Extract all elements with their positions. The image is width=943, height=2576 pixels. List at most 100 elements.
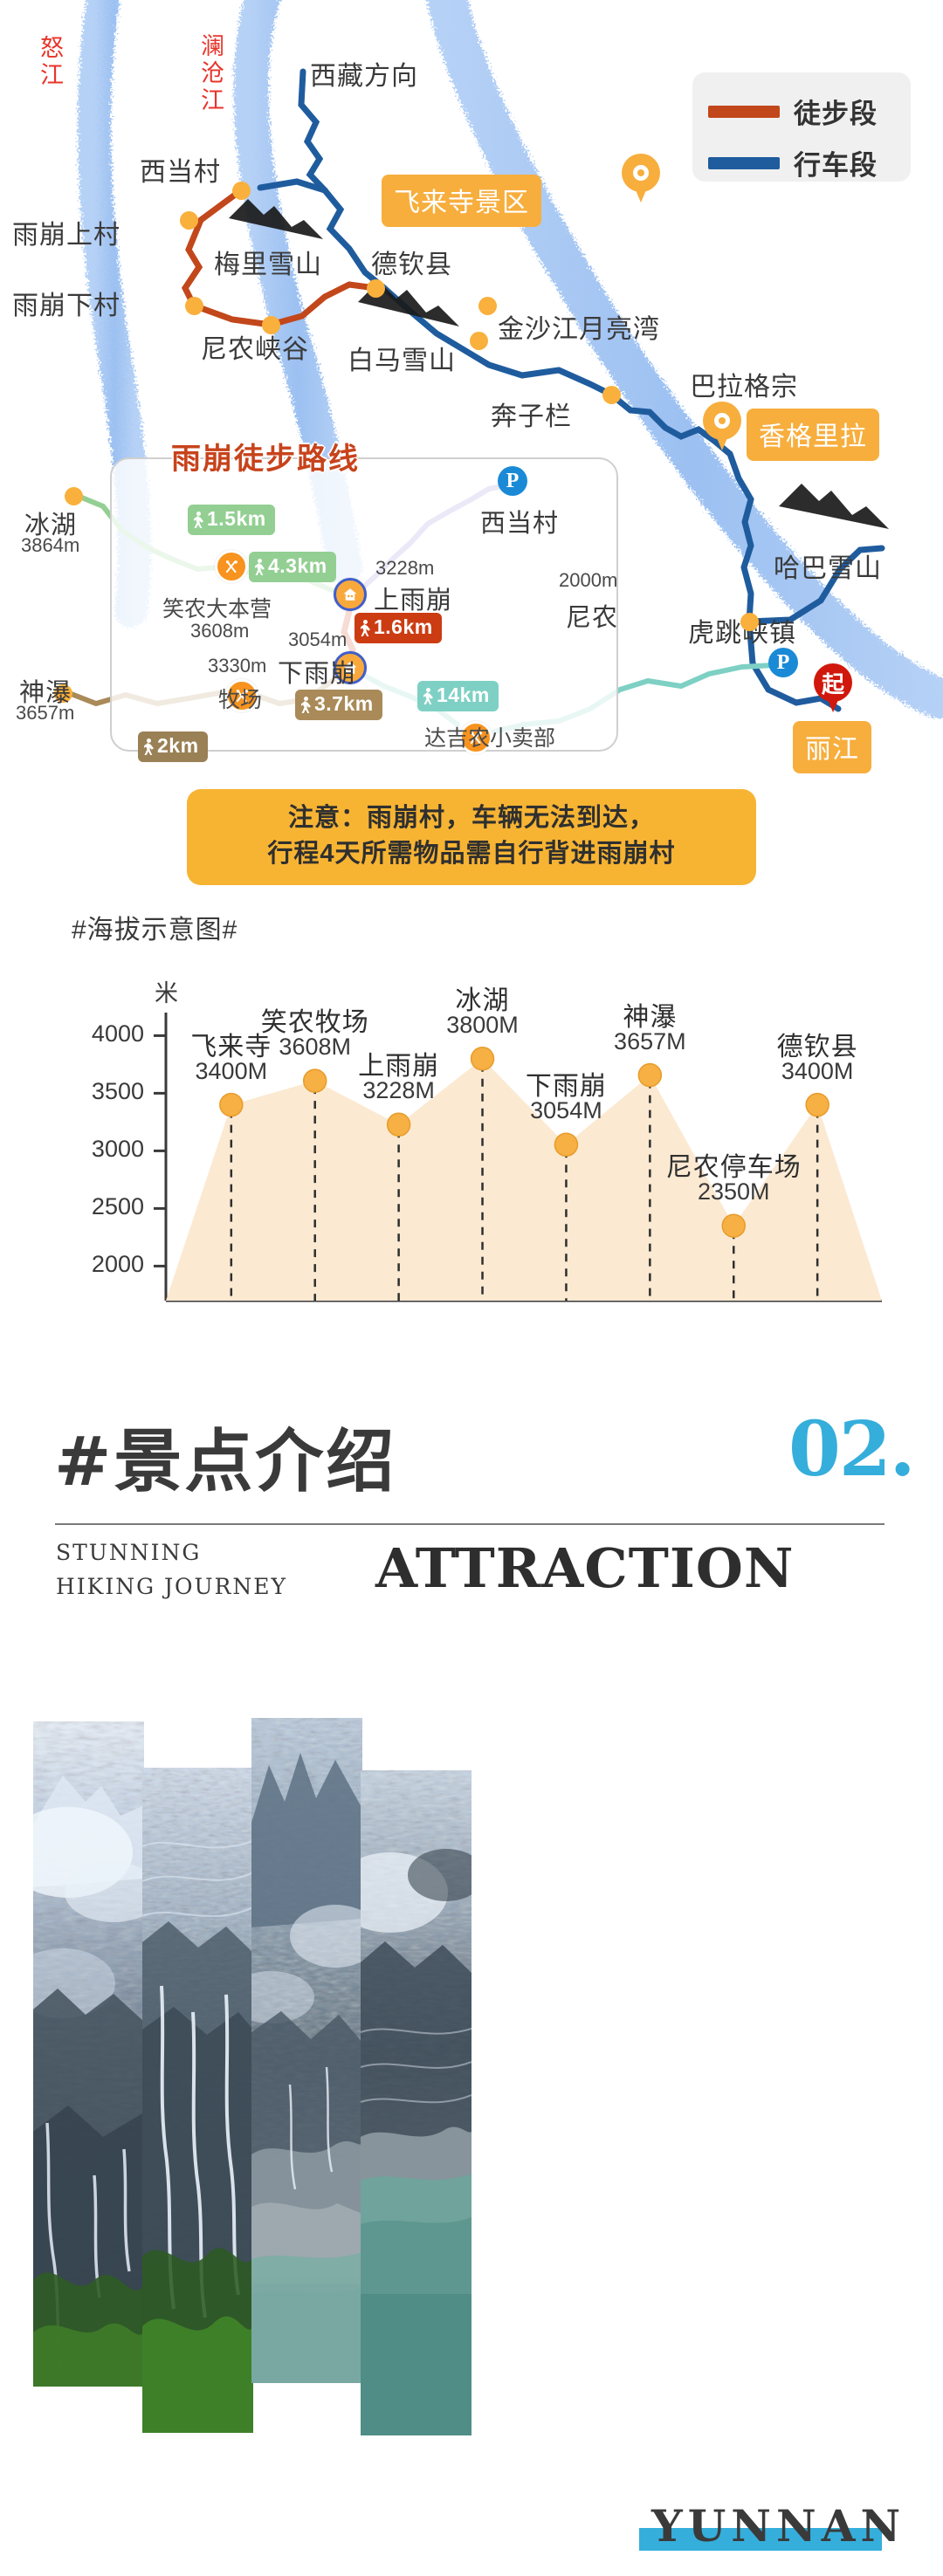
photo-art-4 bbox=[361, 1770, 472, 2435]
route-node bbox=[232, 182, 251, 200]
section-subtitle-line2: HIKING JOURNEY bbox=[56, 1573, 288, 1599]
detail-label-binghu: 冰湖 bbox=[24, 512, 78, 539]
distance-chip: 3.7km bbox=[295, 690, 382, 720]
chart-point-value: 3054M bbox=[530, 1097, 602, 1124]
distance-chip: 4.3km bbox=[249, 552, 336, 582]
parking-marker-ninong: P bbox=[768, 648, 798, 677]
chart-y-tick-label: 2500 bbox=[91, 1193, 144, 1220]
map-label-haba: 哈巴雪山 bbox=[774, 554, 882, 583]
chart-point-value: 3400M bbox=[781, 1057, 854, 1084]
detail-label-ninong: 尼农 bbox=[566, 604, 619, 632]
legend-label-driving: 行车段 bbox=[794, 150, 878, 181]
section-heading: #景点介绍 02. STUNNING HIKING JOURNEY ATTRAC… bbox=[0, 1362, 943, 1676]
route-node bbox=[478, 297, 497, 315]
chart-graphics bbox=[154, 1013, 882, 1302]
photo-riverbank-turquoise bbox=[361, 1770, 472, 2435]
map-label-xidangcun: 西当村 bbox=[140, 158, 221, 187]
chart-point-value: 3228M bbox=[362, 1077, 435, 1104]
route-node bbox=[470, 332, 488, 350]
pill-label-feilaisi: 飞来寺景区 bbox=[382, 175, 541, 227]
detail-label-dajinong: 达吉农小卖部 bbox=[424, 726, 556, 751]
map-label-xizang: 西藏方向 bbox=[310, 62, 418, 91]
fork-knife-icon bbox=[236, 689, 248, 702]
section-number: 02. bbox=[788, 1405, 916, 1494]
restaurant-node-muchang bbox=[225, 679, 258, 712]
legend-row-hiking: 徒步段 bbox=[708, 92, 911, 131]
distance-chip: 14km bbox=[417, 681, 499, 711]
chart-y-tick-label: 2000 bbox=[91, 1251, 144, 1278]
map-label-jinshajiang: 金沙江月亮湾 bbox=[498, 315, 660, 344]
route-node bbox=[262, 316, 280, 334]
detail-elev-binghu: 3864m bbox=[21, 534, 80, 556]
chart-point-value: 3657M bbox=[614, 1027, 686, 1054]
chart-title: #海拔示意图# bbox=[72, 916, 238, 945]
detail-elev-shangyubeng: 3228m bbox=[375, 557, 435, 579]
detail-node-binghu bbox=[65, 487, 83, 505]
chart-y-tick-label: 3500 bbox=[91, 1078, 144, 1105]
distance-chip: 1.6km bbox=[354, 613, 442, 643]
section-title-en: ATTRACTION bbox=[375, 1536, 795, 1600]
map-label-benzilan: 奔子栏 bbox=[491, 402, 572, 431]
hiker-icon bbox=[254, 559, 265, 575]
map-label-yubeng-lower: 雨崩下村 bbox=[12, 292, 120, 320]
detail-label-xiaonong: 笑农大本营 bbox=[162, 597, 272, 622]
chart-point-value: 2350M bbox=[697, 1178, 770, 1206]
map-label-deqin: 德钦县 bbox=[371, 251, 452, 279]
start-pin-glyph: 起 bbox=[821, 671, 844, 697]
chart-point-name: 尼农停车场 bbox=[665, 1153, 802, 1183]
notice-line-1: 注意：雨崩村，车辆无法到达， bbox=[287, 804, 655, 832]
pill-label-shangrila: 香格里拉 bbox=[747, 409, 879, 461]
detail-elev-shenpu: 3657m bbox=[16, 702, 75, 724]
hiking-route-line bbox=[181, 187, 379, 328]
detail-label-shenpu: 神瀑 bbox=[19, 679, 72, 707]
house-icon bbox=[343, 662, 357, 674]
detail-elev-ninong: 2000m bbox=[559, 569, 618, 591]
location-pin-feilaisi bbox=[622, 154, 660, 203]
photo-glacier-rock-waterfalls bbox=[142, 1768, 253, 2433]
photo-gallery bbox=[0, 1711, 943, 2497]
photo-art-1 bbox=[33, 1721, 144, 2387]
notice-banner: 注意：雨崩村，车辆无法到达， 行程4天所需物品需自行背进雨崩村 bbox=[187, 789, 756, 886]
map-label-balagezong: 巴拉格宗 bbox=[690, 373, 798, 402]
detail-label-shangyubeng: 上雨崩 bbox=[374, 587, 453, 615]
chart-point-name: 下雨崩 bbox=[525, 1072, 607, 1102]
detail-elev-xiayubeng: 3054m bbox=[288, 629, 348, 650]
fork-knife-icon bbox=[470, 731, 482, 744]
detail-label-xidangcun: 西当村 bbox=[480, 510, 560, 538]
route-map: 怒江 澜沧江 西藏方向 西当村 雨崩上村 梅里雪山 德钦县 雨崩下村 尼农峡谷 … bbox=[0, 0, 943, 886]
photo-misty-peak-waterfalls bbox=[33, 1721, 144, 2387]
legend-row-driving: 行车段 bbox=[708, 143, 911, 182]
map-legend: 徒步段 行车段 bbox=[692, 72, 911, 182]
route-node bbox=[740, 613, 759, 631]
photo-cliff-cascades bbox=[251, 1718, 362, 2383]
restaurant-node-xiaonong bbox=[215, 550, 248, 583]
hiking-route-detail-title: 雨崩徒步路线 bbox=[171, 443, 360, 476]
hiker-icon bbox=[360, 620, 371, 636]
location-pin-shangrila bbox=[703, 402, 741, 450]
chart-y-tick-label: 4000 bbox=[91, 1020, 144, 1048]
river-label: 怒江 bbox=[37, 35, 63, 89]
parking-marker-xidangcun: P bbox=[498, 466, 527, 496]
hiker-icon bbox=[143, 738, 155, 755]
detail-label-muchang: 牧场 bbox=[218, 688, 263, 712]
notice-line-2: 行程4天所需物品需自行背进雨崩村 bbox=[267, 840, 676, 869]
route-node bbox=[180, 211, 198, 230]
footer-brand: YUNNAN bbox=[0, 2470, 943, 2576]
lodging-node-xiayubeng bbox=[334, 651, 367, 684]
distance-chip: 2km bbox=[138, 732, 208, 762]
route-node bbox=[367, 279, 385, 298]
elevation-chart: #海拔示意图# 米 4000 3500 3000 2500 2000 飞来寺 3400M 笑… bbox=[0, 890, 943, 1327]
house-icon bbox=[343, 588, 357, 601]
detail-node-shenpu bbox=[54, 684, 72, 703]
brand-highlight-bar bbox=[639, 2528, 882, 2551]
legend-label-hiking: 徒步段 bbox=[794, 99, 878, 129]
map-label-meili: 梅里雪山 bbox=[214, 251, 322, 279]
detail-elev-xiaonong: 3608m bbox=[190, 620, 250, 642]
restaurant-node-dajinong bbox=[459, 721, 492, 754]
lodging-node-shangyubeng bbox=[334, 578, 367, 611]
chart-point-name: 飞来寺 bbox=[190, 1032, 272, 1061]
chart-y-tick-label: 3000 bbox=[91, 1136, 144, 1163]
chart-point-name: 德钦县 bbox=[776, 1032, 858, 1061]
legend-swatch-driving bbox=[708, 156, 780, 169]
pill-label-lijiang: 丽江 bbox=[793, 721, 871, 773]
